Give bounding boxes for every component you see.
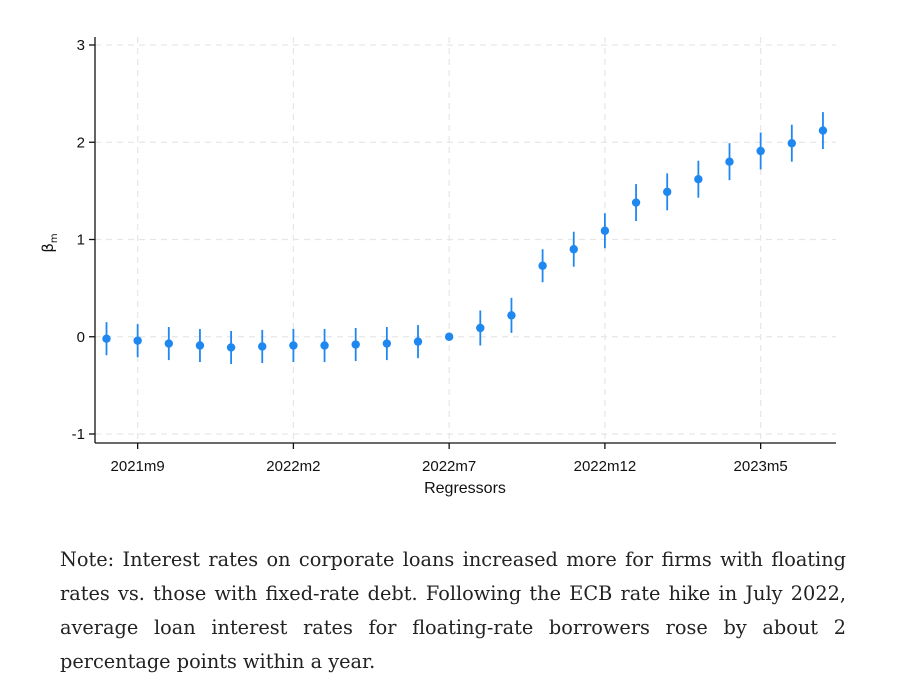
x-tick-label: 2022m12 [574, 458, 637, 475]
coefficient-point [756, 146, 765, 156]
x-axis-title: Regressors [424, 480, 506, 497]
coefficient-point [694, 175, 703, 184]
gridlines [95, 37, 836, 443]
x-tick-label: 2023m5 [734, 458, 788, 475]
x-ticks: 2021m9 2022m2 2022m7 2022m12 2023m5 [111, 443, 788, 475]
y-axis-title-main: β [39, 243, 57, 253]
coefficient-point [818, 126, 828, 135]
coefficient-point [569, 245, 578, 254]
coefficient-plot: -1 0 1 2 3 2021m9 2022m2 2022m7 2022m12 2023m5 R… [39, 37, 836, 497]
y-axis-title: βm [39, 233, 60, 252]
chart-note: Note: Interest rates on corporate loans … [60, 548, 846, 673]
coefficient-point [382, 339, 392, 348]
coefficient-point [133, 336, 142, 345]
confidence-intervals [105, 112, 824, 364]
coefficient-point [226, 343, 236, 352]
coefficient-point [507, 311, 516, 320]
y-axis-title-subscript: m [49, 233, 60, 243]
coefficient-point [663, 187, 672, 197]
coefficient-points [102, 126, 828, 352]
coefficient-point [725, 157, 734, 166]
coefficient-point [538, 261, 547, 270]
coefficient-point [413, 337, 423, 346]
coefficient-point [289, 341, 298, 350]
y-tick-label: 1 [77, 232, 85, 249]
x-tick-label: 2022m7 [422, 458, 476, 475]
coefficient-point [258, 342, 267, 351]
coefficient-point [600, 226, 610, 235]
coefficient-point [476, 323, 485, 333]
x-tick-label: 2022m2 [266, 458, 320, 475]
y-tick-label: 3 [77, 37, 85, 54]
coefficient-point [444, 332, 454, 341]
coefficient-point [102, 334, 111, 343]
y-tick-label: 0 [77, 329, 85, 346]
coefficient-point [164, 339, 173, 348]
coefficient-point [195, 341, 205, 350]
y-ticks: -1 0 1 2 3 [72, 37, 95, 443]
coefficient-point [631, 198, 641, 207]
coefficient-point [320, 341, 329, 350]
y-axis-title-group: βm [39, 233, 60, 252]
y-tick-label: 2 [77, 134, 85, 151]
coefficient-point [787, 139, 796, 148]
y-tick-label: -1 [72, 426, 85, 443]
x-tick-label: 2021m9 [111, 458, 165, 475]
coefficient-point [351, 340, 360, 349]
